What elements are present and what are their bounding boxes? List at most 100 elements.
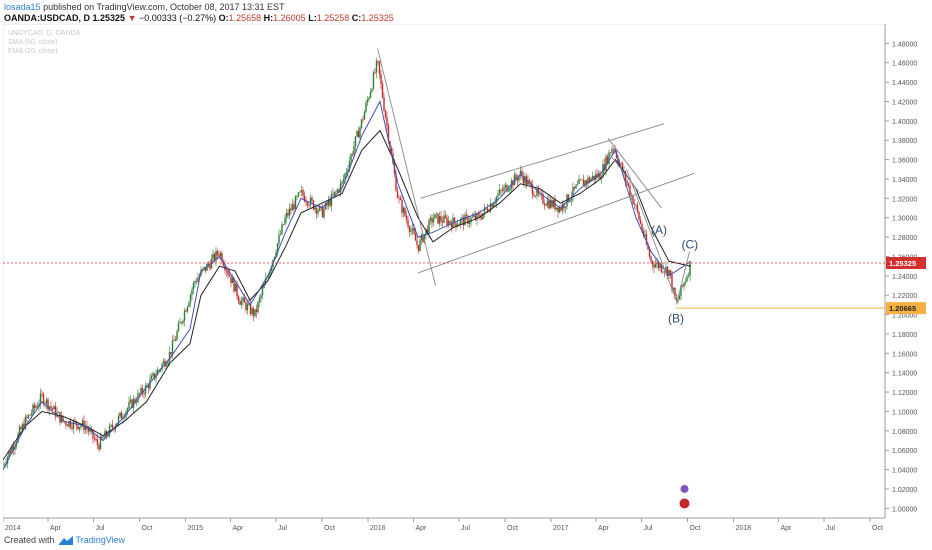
candle-body xyxy=(123,416,126,418)
candle-body xyxy=(443,215,445,223)
candle-body xyxy=(504,184,507,188)
candle-body xyxy=(210,258,213,269)
candle-body xyxy=(42,394,45,405)
candle-body xyxy=(354,136,357,147)
candle-body xyxy=(533,194,535,197)
plot-border xyxy=(2,23,886,519)
candle-body xyxy=(564,206,567,209)
x-tick-label: Jul xyxy=(461,525,470,532)
candle-body xyxy=(498,189,501,195)
x-tick-label: Jul xyxy=(644,525,653,532)
candle-body xyxy=(401,200,403,213)
candle-body xyxy=(426,229,429,234)
candle-body xyxy=(110,424,112,426)
candle-body xyxy=(527,180,529,185)
candle-body xyxy=(179,322,181,324)
candle-body xyxy=(329,200,331,206)
candle-body xyxy=(542,194,544,204)
candle-body xyxy=(219,252,222,257)
support-price-label: 1.20665 xyxy=(889,304,916,313)
candle-body xyxy=(218,254,220,257)
candle-body xyxy=(39,393,42,404)
candle-body xyxy=(659,265,661,268)
x-tick-label: Apr xyxy=(598,525,610,532)
price-chart[interactable]: 1.48000 1.46000 1.44000 1.42000 1.40000 1.380… xyxy=(2,23,927,534)
chart-area[interactable]: 1.48000 1.46000 1.44000 1.42000 1.40000 1.380… xyxy=(2,23,927,534)
candle-body xyxy=(534,196,537,197)
tradingview-brand[interactable]: TradingView xyxy=(58,535,125,545)
down-arrow-icon: ▼ xyxy=(127,13,137,23)
candle-body xyxy=(188,302,190,307)
candle-body xyxy=(176,331,178,340)
candle-body xyxy=(489,203,492,212)
candle-body xyxy=(549,200,552,209)
candle-body xyxy=(243,297,246,303)
candle-body xyxy=(212,253,214,259)
candle-body xyxy=(524,176,526,184)
candle-body xyxy=(197,277,199,282)
candle-body xyxy=(488,211,490,213)
candle-body xyxy=(174,339,177,341)
candle-body xyxy=(9,451,12,454)
candle-body xyxy=(596,174,598,178)
candle-body xyxy=(627,183,630,187)
x-tick-label: Apr xyxy=(50,525,62,532)
candle-body xyxy=(258,298,261,303)
candle-body xyxy=(302,189,304,196)
candle-body xyxy=(267,276,270,278)
candle-body xyxy=(680,285,682,296)
candle-body xyxy=(503,187,505,192)
candle-body xyxy=(8,451,10,458)
candle-body xyxy=(182,320,184,323)
candle-body xyxy=(567,194,570,202)
candle-body xyxy=(171,340,174,355)
candle-body xyxy=(23,423,25,429)
y-tick-label: 1.28000 xyxy=(892,235,917,242)
candle-body xyxy=(497,194,499,197)
candle-body xyxy=(593,175,595,180)
candle-body xyxy=(225,270,228,272)
candle-body xyxy=(41,393,43,395)
candle-body xyxy=(92,429,94,439)
candle-body xyxy=(606,156,609,164)
candle-body xyxy=(147,385,150,389)
candle-body xyxy=(380,73,382,84)
candle-body xyxy=(494,202,496,205)
candle-body xyxy=(428,219,430,234)
candle-body xyxy=(158,369,160,371)
candle-body xyxy=(143,393,145,395)
candle-body xyxy=(465,214,468,216)
candle-body xyxy=(51,407,54,410)
candle-body xyxy=(246,304,249,311)
candle-body xyxy=(227,271,229,275)
candle-body xyxy=(363,111,366,120)
candle-body xyxy=(239,300,241,305)
y-tick-label: 1.40000 xyxy=(892,119,917,126)
chart-watermark: UNDYCAD, D, OANDA SMA (50, close) EMA (2… xyxy=(8,29,80,56)
candle-body xyxy=(500,189,502,191)
candle-body xyxy=(453,217,456,223)
candle-body xyxy=(459,219,462,224)
candle-body xyxy=(569,200,571,202)
candle-body xyxy=(368,97,370,100)
candle-body xyxy=(480,218,483,220)
candle-body xyxy=(347,169,349,173)
price-change: −0.00333 (−0.27%) xyxy=(139,13,217,23)
candle-body xyxy=(516,178,519,181)
candle-body xyxy=(605,156,607,171)
candle-body xyxy=(26,416,28,418)
candle-body xyxy=(572,186,574,197)
candle-body xyxy=(281,224,283,234)
candle-body xyxy=(396,190,399,198)
last-price: 1.25325 xyxy=(92,13,126,23)
candle-body xyxy=(413,228,415,234)
author-link[interactable]: losada15 xyxy=(4,2,41,12)
candle-body xyxy=(252,308,255,317)
x-tick-label: Apr xyxy=(233,525,245,532)
candle-body xyxy=(32,404,34,414)
candle-body xyxy=(662,271,664,273)
candle-body xyxy=(98,445,100,450)
candle-body xyxy=(537,188,540,194)
candle-body xyxy=(660,265,663,272)
candle-body xyxy=(387,125,390,142)
